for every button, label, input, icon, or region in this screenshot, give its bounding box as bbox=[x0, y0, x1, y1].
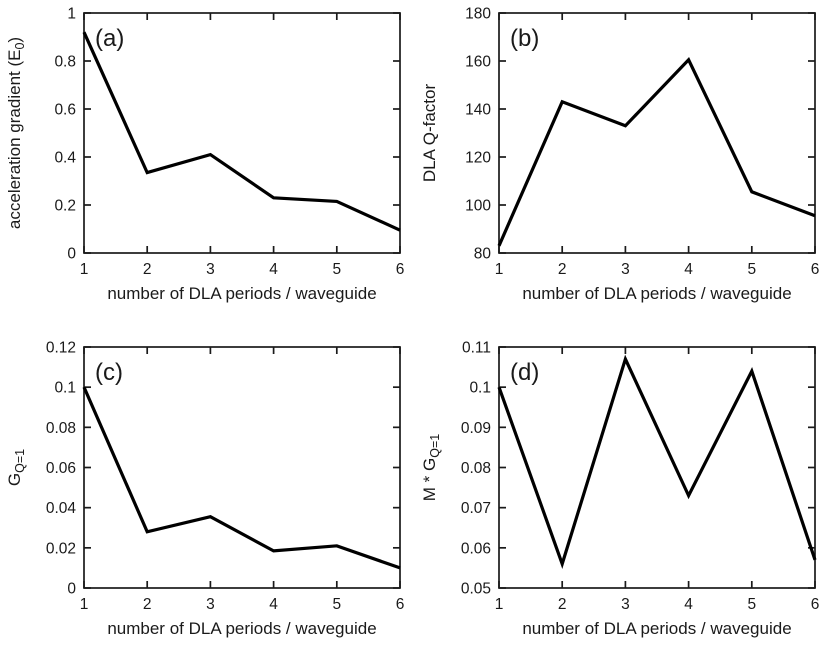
x-tick-label: 2 bbox=[558, 261, 567, 278]
y-tick-label: 0.05 bbox=[461, 581, 491, 598]
x-tick-label: 5 bbox=[332, 261, 341, 278]
y-tick-label: 0.6 bbox=[54, 102, 76, 119]
x-tick-label: 1 bbox=[80, 261, 89, 278]
y-tick-label: 0.11 bbox=[462, 340, 491, 357]
y-tick-label: 0.09 bbox=[461, 420, 491, 437]
x-tick-label: 6 bbox=[396, 596, 405, 613]
axis-box bbox=[83, 12, 401, 254]
y-tick-label: 80 bbox=[474, 246, 492, 263]
x-axis-label: number of DLA periods / waveguide bbox=[107, 284, 376, 303]
data-line bbox=[497, 354, 817, 569]
panel-letter: (c) bbox=[95, 359, 123, 386]
x-tick-label: 5 bbox=[747, 261, 756, 278]
y-tick-label: 0.4 bbox=[54, 150, 76, 167]
y-tick-label: 0.08 bbox=[46, 420, 76, 437]
x-tick-label: 3 bbox=[206, 596, 215, 613]
panel-letter: (b) bbox=[510, 25, 539, 52]
panel-d: 1 2 3 4 5 6 0.05 0.06 0.07 0.08 0.09 0.1 0.11 (d) numb… bbox=[415, 324, 830, 648]
x-tick-label: 4 bbox=[269, 596, 278, 613]
y-tick-label: 0.12 bbox=[46, 340, 76, 357]
x-tick-label: 6 bbox=[811, 261, 820, 278]
panel-letter: (a) bbox=[95, 25, 124, 52]
data-line bbox=[497, 57, 816, 247]
axis-box bbox=[498, 346, 816, 589]
y-tick-label: 0.02 bbox=[46, 540, 76, 557]
y-tick-label: 0.08 bbox=[461, 460, 491, 477]
panel-a-chart: 1 2 3 4 5 6 0 0.2 0.4 0.6 0.8 1 (a) number of DLA per… bbox=[5, 6, 405, 304]
y-tick-label: 0.06 bbox=[46, 460, 76, 477]
y-tick-label: 1 bbox=[67, 6, 76, 23]
y-tick-label: 0.06 bbox=[461, 540, 491, 557]
x-tick-label: 4 bbox=[269, 261, 278, 278]
panel-b-chart: 1 2 3 4 5 6 80 100 120 140 160 180 (b) number of DLA … bbox=[420, 6, 820, 304]
x-tick-label: 1 bbox=[495, 261, 504, 278]
x-tick-label: 6 bbox=[396, 261, 405, 278]
y-tick-label: 180 bbox=[465, 6, 491, 23]
y-tick-label: 0.2 bbox=[54, 198, 76, 215]
x-tick-label: 2 bbox=[143, 596, 152, 613]
panel-c-chart: 1 2 3 4 5 6 0 0.02 0.04 0.06 0.08 0.1 0.12 (c) number … bbox=[5, 340, 405, 639]
x-tick-label: 3 bbox=[621, 596, 630, 613]
x-tick-label: 5 bbox=[747, 596, 756, 613]
x-tick-label: 3 bbox=[206, 261, 215, 278]
y-tick-label: 140 bbox=[465, 102, 491, 119]
x-axis-label: number of DLA periods / waveguide bbox=[522, 619, 791, 638]
y-tick-label: 100 bbox=[465, 198, 491, 215]
y-tick-label: 0 bbox=[67, 581, 76, 598]
y-axis-label: GQ=1 bbox=[5, 449, 27, 486]
y-tick-label: 0 bbox=[67, 246, 76, 263]
x-tick-label: 4 bbox=[684, 261, 693, 278]
data-line bbox=[82, 386, 401, 570]
x-tick-label: 4 bbox=[684, 596, 693, 613]
y-tick-label: 160 bbox=[465, 54, 491, 71]
panel-d-chart: 1 2 3 4 5 6 0.05 0.06 0.07 0.08 0.09 0.1 0.11 (d) numb… bbox=[420, 340, 820, 639]
x-tick-label: 3 bbox=[621, 261, 630, 278]
y-tick-label: 0.1 bbox=[469, 380, 491, 397]
y-tick-label: 0.04 bbox=[46, 500, 77, 517]
x-axis-label: number of DLA periods / waveguide bbox=[522, 284, 791, 303]
x-axis-label: number of DLA periods / waveguide bbox=[107, 619, 376, 638]
y-axis-label: DLA Q-factor bbox=[420, 84, 439, 183]
x-tick-label: 2 bbox=[143, 261, 152, 278]
axis-box bbox=[498, 12, 816, 254]
panel-b: 1 2 3 4 5 6 80 100 120 140 160 180 (b) number of DLA … bbox=[415, 0, 830, 324]
x-tick-label: 2 bbox=[558, 596, 567, 613]
y-tick-label: 0.8 bbox=[54, 54, 76, 71]
y-axis-label: acceleration gradient (E0) bbox=[5, 37, 27, 229]
x-tick-label: 6 bbox=[811, 596, 820, 613]
x-tick-label: 5 bbox=[332, 596, 341, 613]
panel-letter: (d) bbox=[510, 359, 539, 386]
y-tick-label: 0.07 bbox=[461, 500, 491, 517]
data-line bbox=[82, 31, 401, 232]
panel-c: 1 2 3 4 5 6 0 0.02 0.04 0.06 0.08 0.1 0.12 (c) number … bbox=[0, 324, 415, 648]
y-tick-label: 120 bbox=[465, 150, 491, 167]
x-tick-label: 1 bbox=[495, 596, 504, 613]
y-tick-label: 0.1 bbox=[54, 380, 76, 397]
x-tick-label: 1 bbox=[80, 596, 89, 613]
panel-a: 1 2 3 4 5 6 0 0.2 0.4 0.6 0.8 1 (a) number of DLA per… bbox=[0, 0, 415, 324]
y-axis-label: M * GQ=1 bbox=[420, 434, 442, 501]
